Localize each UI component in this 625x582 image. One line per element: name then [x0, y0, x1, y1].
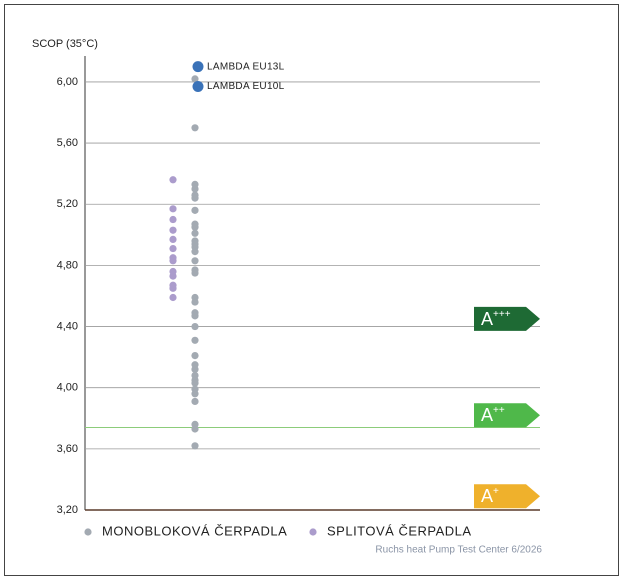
- energy-class-label: A+++: [481, 309, 511, 329]
- legend-marker: [309, 528, 317, 536]
- data-point: [191, 185, 199, 193]
- energy-class-arrow: [474, 403, 540, 428]
- data-point: [191, 206, 199, 214]
- legend-marker: [84, 528, 92, 536]
- data-point: [191, 379, 199, 387]
- data-point: [191, 257, 199, 265]
- data-point: [169, 284, 177, 292]
- data-point: [169, 257, 177, 265]
- y-tick-label: 4,80: [57, 259, 78, 271]
- y-tick-label: 5,60: [57, 137, 78, 149]
- energy-class-arrow: [474, 306, 540, 331]
- y-tick-label: 3,20: [57, 504, 78, 516]
- data-point: [169, 235, 177, 243]
- legend-label: MONOBLOKOVÁ ČERPADLA: [102, 523, 287, 538]
- data-point: [169, 176, 177, 184]
- energy-class-label: A+: [481, 486, 499, 506]
- data-point: [169, 226, 177, 234]
- data-point: [191, 425, 199, 433]
- data-point: [169, 272, 177, 280]
- y-axis-label: SCOP (35°C): [32, 38, 98, 50]
- source: Ruchs heat Pump Test Center 6/2026: [375, 545, 542, 556]
- data-point: [191, 229, 199, 237]
- y-tick-label: 6,00: [57, 76, 78, 88]
- data-point: [169, 215, 177, 224]
- data-point: [191, 124, 199, 132]
- data-point: [191, 248, 199, 256]
- energy-class-letter: A: [481, 405, 493, 425]
- y-tick-label: 4,00: [57, 382, 78, 394]
- y-tick-label: 5,20: [57, 198, 78, 210]
- legend-label: SPLITOVÁ ČERPADLA: [327, 523, 472, 538]
- energy-class-arrow: [474, 484, 540, 509]
- data-point: [191, 336, 199, 344]
- energy-class-plus: +++: [493, 309, 511, 320]
- highlight-label: LAMBDA EU10L: [207, 81, 285, 92]
- y-tick-label: 3,60: [57, 443, 78, 455]
- data-point: [191, 322, 199, 331]
- data-point: [191, 390, 199, 398]
- energy-class-letter: A: [481, 486, 493, 506]
- energy-class-plus: ++: [493, 405, 505, 416]
- energy-class-letter: A: [481, 309, 493, 329]
- data-point: [191, 75, 199, 83]
- data-point: [191, 194, 199, 202]
- energy-class-plus: +: [493, 486, 499, 497]
- energy-class-label: A++: [481, 405, 505, 425]
- highlight-point: [192, 81, 204, 93]
- data-point: [191, 312, 199, 320]
- frame: [4, 4, 619, 576]
- data-point: [169, 205, 177, 213]
- data-point: [191, 269, 199, 277]
- data-point: [169, 244, 177, 253]
- data-point: [169, 293, 177, 302]
- y-tick-label: 4,40: [57, 320, 78, 332]
- highlight-point: [192, 61, 204, 73]
- data-point: [191, 365, 199, 373]
- data-point: [191, 298, 199, 306]
- data-point: [191, 351, 199, 360]
- data-point: [191, 397, 199, 406]
- data-point: [191, 442, 199, 450]
- highlight-label: LAMBDA EU13L: [207, 61, 285, 72]
- data-point: [191, 223, 199, 231]
